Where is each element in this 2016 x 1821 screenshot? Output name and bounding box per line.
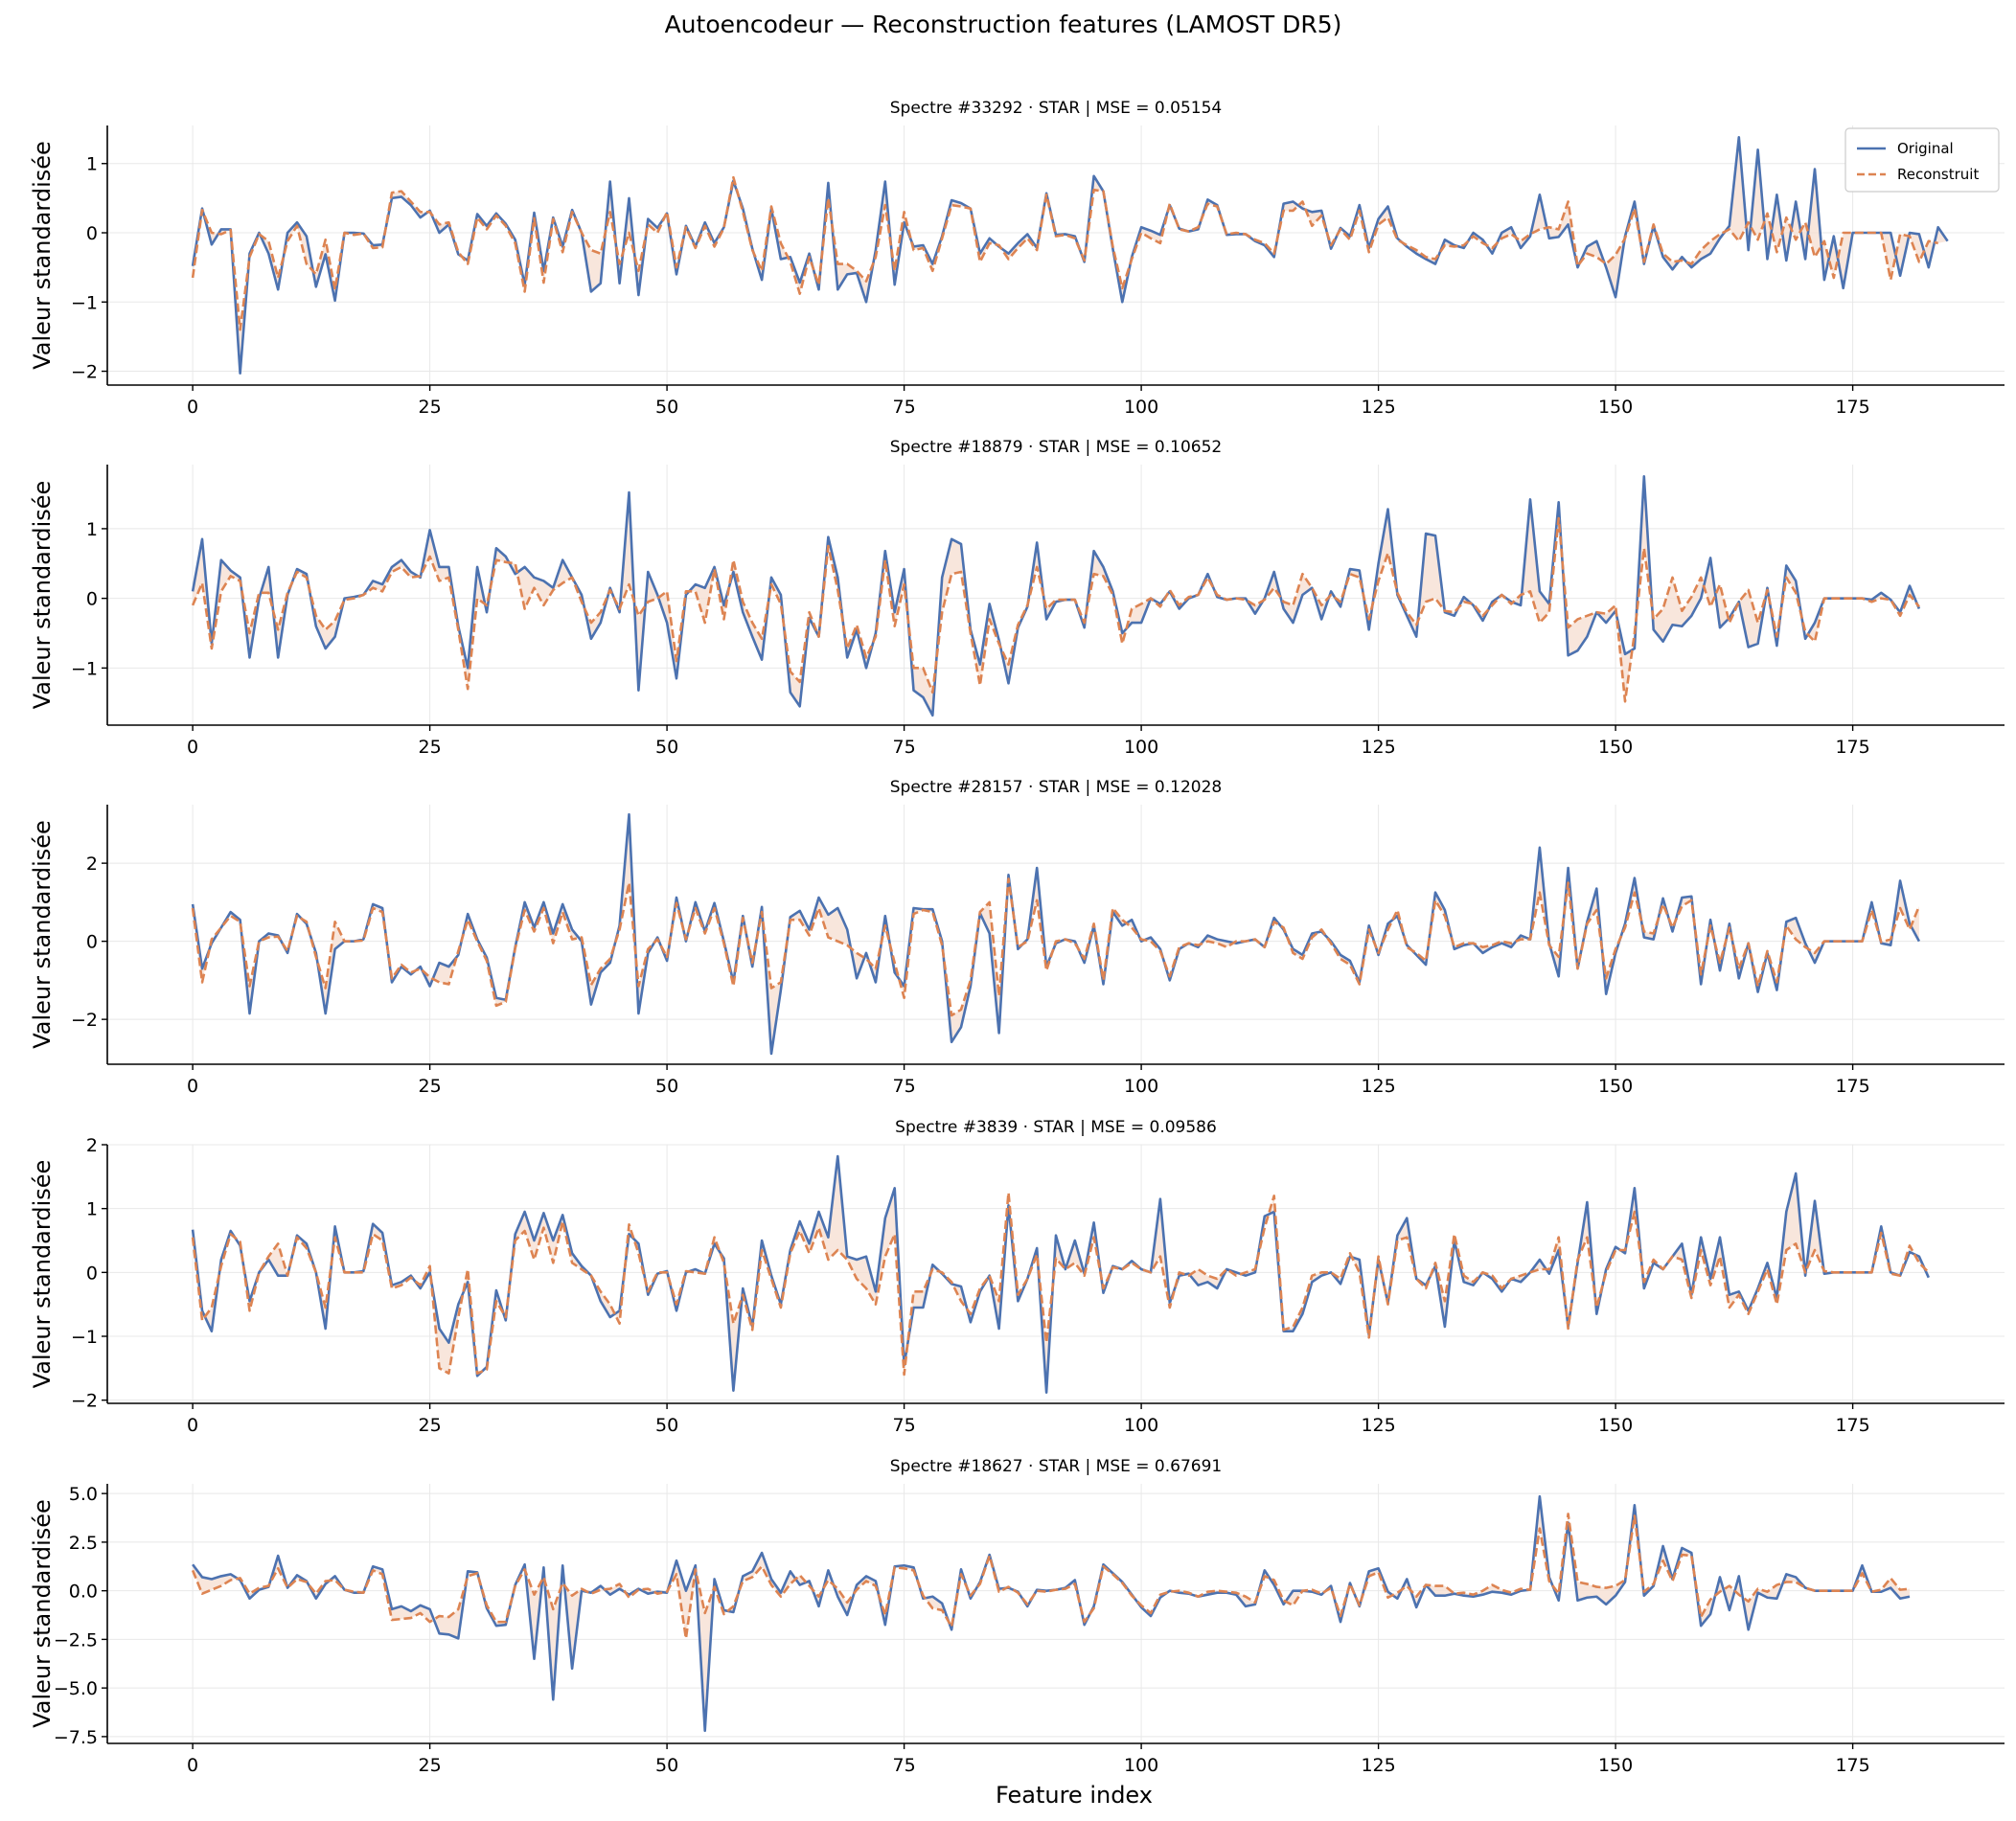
y-tick-label: −2	[71, 1010, 98, 1031]
panel-title: Spectre #18879 · STAR | MSE = 0.10652	[890, 438, 1222, 457]
x-tick-label: 0	[187, 1076, 198, 1097]
x-tick-label: 150	[1598, 1755, 1633, 1776]
legend-reconstruit-label: Reconstruit	[1897, 166, 1979, 183]
y-tick-label: −1	[71, 658, 98, 679]
x-tick-label: 0	[187, 737, 198, 758]
x-tick-label: 125	[1361, 737, 1395, 758]
y-tick-label: 2	[86, 1135, 98, 1156]
x-tick-label: 0	[187, 1755, 198, 1776]
x-tick-label: 175	[1835, 737, 1869, 758]
chart-panel-1: 0 25 50 75 100 125 150 175 −2 −1 0 1 Spectre #33292 …	[29, 99, 2005, 418]
x-tick-label: 125	[1361, 1755, 1395, 1776]
x-tick-label: 150	[1598, 1076, 1633, 1097]
y-tick-label: 2	[86, 854, 98, 875]
y-tick-label: 0	[86, 589, 98, 610]
panel-title: Spectre #18627 · STAR | MSE = 0.67691	[890, 1457, 1222, 1476]
x-tick-label: 75	[893, 1755, 916, 1776]
legend-box	[1844, 127, 2000, 193]
x-tick-label: 25	[419, 737, 442, 758]
series-reconstruit-line	[191, 516, 1920, 703]
series-reconstruit-line	[191, 877, 1921, 1017]
y-tick-label: −2	[71, 1391, 98, 1412]
x-tick-label: 50	[655, 1076, 678, 1097]
x-tick-label: 150	[1598, 737, 1633, 758]
y-axis-label: Valeur standardisée	[29, 481, 56, 710]
x-tick-label: 50	[655, 397, 678, 418]
series-reconstruit-line	[191, 1513, 1911, 1640]
y-tick-label: −7.5	[54, 1727, 98, 1748]
panel-title: Spectre #28157 · STAR | MSE = 0.12028	[890, 778, 1222, 797]
grid	[107, 1484, 2005, 1743]
series-reconstruit-line	[191, 175, 1938, 331]
grid	[107, 125, 2005, 385]
y-tick-label: −2.5	[54, 1629, 98, 1650]
x-tick-label: 75	[893, 737, 916, 758]
x-tick-label: 150	[1598, 1415, 1633, 1436]
x-tick-label: 50	[655, 737, 678, 758]
panel-title: Spectre #3839 · STAR | MSE = 0.09586	[895, 1118, 1217, 1137]
y-tick-label: 1	[86, 1199, 98, 1220]
chart-panel-5: 0 25 50 75 100 125 150 175 −7.5 −5.0 −2.5 0.0 2.5 5.0…	[29, 1457, 2005, 1776]
x-tick-label: 100	[1124, 1415, 1158, 1436]
y-tick-label: 0.0	[69, 1582, 98, 1603]
x-tick-label: 175	[1835, 397, 1869, 418]
x-tick-label: 50	[655, 1755, 678, 1776]
y-tick-label: −5.0	[54, 1678, 98, 1699]
x-tick-label: 25	[419, 1755, 442, 1776]
series-original-line	[191, 135, 1949, 376]
x-tick-label: 25	[419, 1076, 442, 1097]
y-axis-label: Valeur standardisée	[29, 141, 56, 370]
x-tick-label: 175	[1835, 1755, 1869, 1776]
y-tick-label: 0	[86, 932, 98, 953]
x-tick-label: 100	[1124, 1076, 1158, 1097]
x-tick-label: 175	[1835, 1415, 1869, 1436]
x-tick-label: 0	[187, 397, 198, 418]
x-axis-label: Feature index	[996, 1782, 1153, 1809]
difference-fill	[193, 1496, 1911, 1731]
panel-title: Spectre #33292 · STAR | MSE = 0.05154	[890, 99, 1222, 118]
x-tick-label: 75	[893, 1415, 916, 1436]
y-tick-label: 1	[86, 519, 98, 540]
legend: Original Reconstruit	[1844, 127, 2000, 193]
legend-original-label: Original	[1897, 140, 1954, 157]
difference-fill	[193, 137, 1948, 374]
x-tick-label: 25	[419, 397, 442, 418]
x-tick-label: 100	[1124, 1755, 1158, 1776]
x-tick-label: 0	[187, 1415, 198, 1436]
y-tick-label: 5.0	[69, 1484, 98, 1505]
x-tick-label: 100	[1124, 737, 1158, 758]
x-tick-label: 25	[419, 1415, 442, 1436]
chart-panel-2: 0 25 50 75 100 125 150 175 −1 0 1 Spectre #18879 · …	[29, 438, 2005, 758]
y-tick-label: 0	[86, 223, 98, 244]
y-tick-label: −1	[71, 1327, 98, 1348]
y-axis-label: Valeur standardisée	[29, 820, 56, 1049]
x-tick-label: 75	[893, 397, 916, 418]
x-tick-label: 75	[893, 1076, 916, 1097]
y-tick-label: 1	[86, 154, 98, 175]
x-tick-label: 50	[655, 1415, 678, 1436]
x-tick-label: 100	[1124, 397, 1158, 418]
y-axis-label: Valeur standardisée	[29, 1499, 56, 1728]
x-tick-label: 150	[1598, 397, 1633, 418]
series-reconstruit-line	[191, 1191, 1930, 1377]
figure-suptitle: Autoencodeur — Reconstruction features (…	[665, 11, 1342, 38]
chart-panel-3: 0 25 50 75 100 125 150 175 −2 0 2 Spectre #28157 · …	[29, 778, 2005, 1097]
y-tick-label: 2.5	[69, 1533, 98, 1554]
x-tick-label: 125	[1361, 1076, 1395, 1097]
x-tick-label: 175	[1835, 1076, 1869, 1097]
x-tick-label: 125	[1361, 1415, 1395, 1436]
y-axis-label: Valeur standardisée	[29, 1160, 56, 1389]
x-tick-label: 125	[1361, 397, 1395, 418]
y-tick-label: −1	[71, 292, 98, 313]
chart-panel-4: 0 25 50 75 100 125 150 175 −2 −1 0 1 2 Spectre #3839 …	[29, 1118, 2005, 1436]
y-tick-label: −2	[71, 362, 98, 383]
y-tick-label: 0	[86, 1263, 98, 1284]
